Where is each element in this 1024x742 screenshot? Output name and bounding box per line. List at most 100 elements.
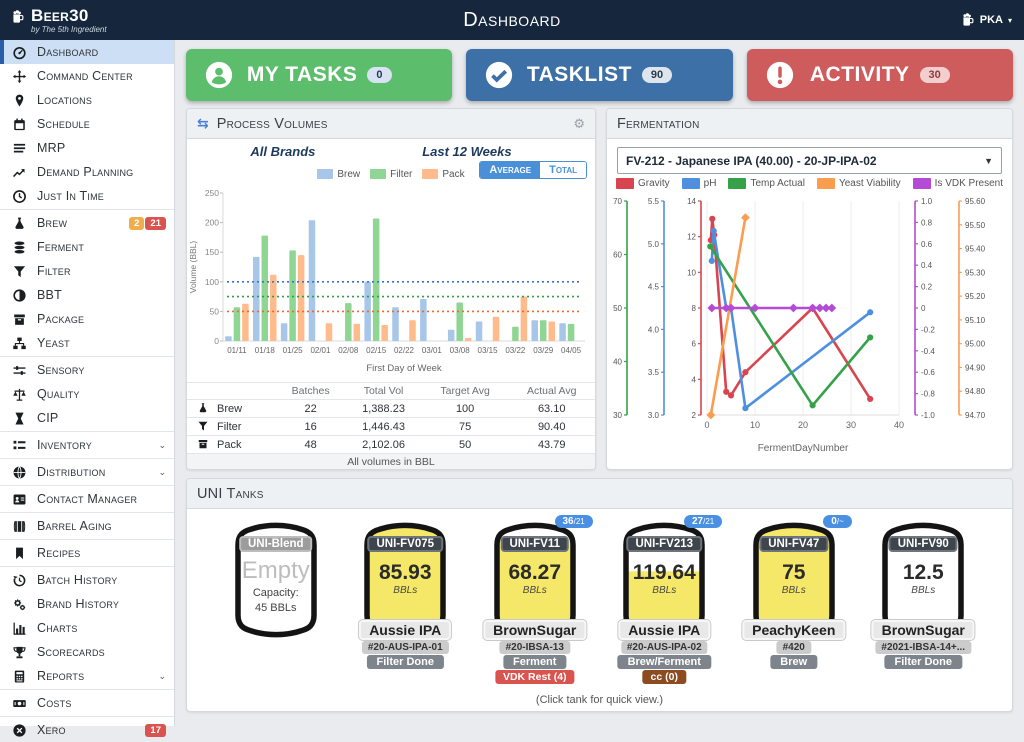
- sidebar-item-label: Sensory: [37, 363, 166, 377]
- sidebar-divider: [0, 539, 174, 540]
- svg-text:40: 40: [613, 358, 622, 367]
- table-cell: 1,446.43: [345, 418, 422, 436]
- svg-text:-0.2: -0.2: [921, 325, 935, 334]
- sidebar-item-label: Inventory: [37, 438, 148, 452]
- sidebar-item-package[interactable]: Package: [0, 307, 174, 331]
- table-cell: 90.40: [508, 418, 595, 436]
- gears-icon: [12, 597, 27, 612]
- tank-tag-batch: #2021-IBSA-14+...: [875, 641, 971, 654]
- svg-text:94.80: 94.80: [965, 387, 986, 396]
- svg-text:0: 0: [704, 420, 709, 430]
- legend-swatch: [913, 178, 931, 189]
- flask-icon: [197, 402, 209, 414]
- sidebar-item-label: Barrel Aging: [37, 519, 166, 533]
- funnel-icon: [12, 264, 27, 279]
- svg-text:70: 70: [613, 197, 622, 206]
- svg-text:20: 20: [798, 420, 808, 430]
- sidebar-item-dashboard[interactable]: Dashboard: [0, 40, 174, 64]
- sidebar-item-label: Brew: [37, 216, 119, 230]
- brand-filter-label: All Brands: [250, 144, 315, 159]
- sidebar-item-schedule[interactable]: Schedule: [0, 112, 174, 136]
- sidebar-item-scorecards[interactable]: Scorecards: [0, 640, 174, 664]
- process-volumes-card: ⇆ Process Volumes ⚙ All Brands Last 12 W…: [186, 108, 596, 470]
- sidebar-item-reports[interactable]: Reports⌄: [0, 664, 174, 688]
- fermentation-card: Fermentation FV-212 - Japanese IPA (40.0…: [606, 108, 1013, 470]
- sidebar-item-charts[interactable]: Charts: [0, 616, 174, 640]
- tank-tag-batch: #20-IBSA-13: [500, 641, 570, 654]
- sidebar-item-cip[interactable]: CIP: [0, 406, 174, 430]
- tank-volume-unit: BBLs: [600, 585, 728, 596]
- sidebar-item-just-in-time[interactable]: Just In Time: [0, 184, 174, 208]
- user-menu[interactable]: PKA ▾: [960, 0, 1012, 40]
- sidebar-item-sensory[interactable]: Sensory: [0, 358, 174, 382]
- chevron-down-icon: ⌄: [158, 440, 166, 451]
- tank-day-badge: 0/~: [823, 515, 851, 528]
- svg-text:3.0: 3.0: [648, 411, 660, 420]
- sidebar-item-batch-history[interactable]: Batch History: [0, 568, 174, 592]
- svg-text:03/01: 03/01: [422, 346, 443, 355]
- sidebar-item-contact-manager[interactable]: Contact Manager: [0, 487, 174, 511]
- svg-text:4.5: 4.5: [648, 283, 660, 292]
- sidebar-item-barrel-aging[interactable]: Barrel Aging: [0, 514, 174, 538]
- toggle-average-button[interactable]: Average: [480, 162, 540, 178]
- sidebar-item-costs[interactable]: Costs: [0, 691, 174, 715]
- svg-text:1.0: 1.0: [921, 197, 933, 206]
- svg-text:250: 250: [205, 188, 219, 198]
- sidebar-item-yeast[interactable]: Yeast: [0, 331, 174, 355]
- tank-name-label: UNI-FV213: [626, 536, 702, 552]
- svg-text:50: 50: [613, 304, 622, 313]
- tank-day-badge: 36/21: [555, 515, 593, 528]
- idcard-icon: [12, 492, 27, 507]
- legend-item: Gravity: [616, 178, 670, 189]
- sidebar-item-label: Xero: [37, 723, 135, 737]
- sidebar-item-locations[interactable]: Locations: [0, 88, 174, 112]
- sidebar-item-inventory[interactable]: Inventory ⌄: [0, 433, 174, 457]
- gauge-icon: [12, 45, 27, 60]
- sidebar-item-filter[interactable]: Filter: [0, 259, 174, 283]
- tank-name-label: UNI-FV075: [367, 536, 443, 552]
- process-volumes-title: Process Volumes: [217, 116, 328, 132]
- legend-swatch: [370, 169, 386, 179]
- svg-text:02/08: 02/08: [338, 346, 359, 355]
- sidebar-item-demand-planning[interactable]: Demand Planning: [0, 160, 174, 184]
- sidebar-item-label: Demand Planning: [37, 165, 166, 179]
- sidebar-item-recipes[interactable]: Recipes: [0, 541, 174, 565]
- toggle-total-button[interactable]: Total: [540, 162, 586, 178]
- tank-tag-status: Ferment: [503, 655, 566, 669]
- app-logo[interactable]: Beer30 by The 5th Ingredient: [0, 0, 175, 40]
- logo-subtitle: by The 5th Ingredient: [31, 26, 107, 34]
- svg-text:12: 12: [687, 233, 696, 242]
- box-icon: [12, 312, 27, 327]
- sidebar-item-bbt[interactable]: BBT: [0, 283, 174, 307]
- fermentation-vessel-select[interactable]: FV-212 - Japanese IPA (40.00) - 20-JP-IP…: [617, 147, 1002, 174]
- svg-text:94.90: 94.90: [965, 363, 986, 372]
- svg-text:60: 60: [613, 251, 622, 260]
- gear-icon[interactable]: ⚙: [573, 116, 585, 132]
- svg-text:03/22: 03/22: [505, 346, 526, 355]
- barchart-icon: [12, 621, 27, 636]
- sidebar-item-ferment[interactable]: Ferment: [0, 235, 174, 259]
- sidebar-item-quality[interactable]: Quality: [0, 382, 174, 406]
- sidebar-item-brand-history[interactable]: Brand History: [0, 592, 174, 616]
- tank-capacity-label: Capacity:: [212, 587, 340, 599]
- sidebar-item-command-center[interactable]: Command Center: [0, 64, 174, 88]
- legend-swatch: [817, 178, 835, 189]
- sidebar-item-distribution[interactable]: Distribution⌄: [0, 460, 174, 484]
- svg-text:Volume (BBL): Volume (BBL): [188, 241, 198, 294]
- table-cell: 75: [422, 418, 509, 436]
- sidebar-item-mrp[interactable]: MRP: [0, 136, 174, 160]
